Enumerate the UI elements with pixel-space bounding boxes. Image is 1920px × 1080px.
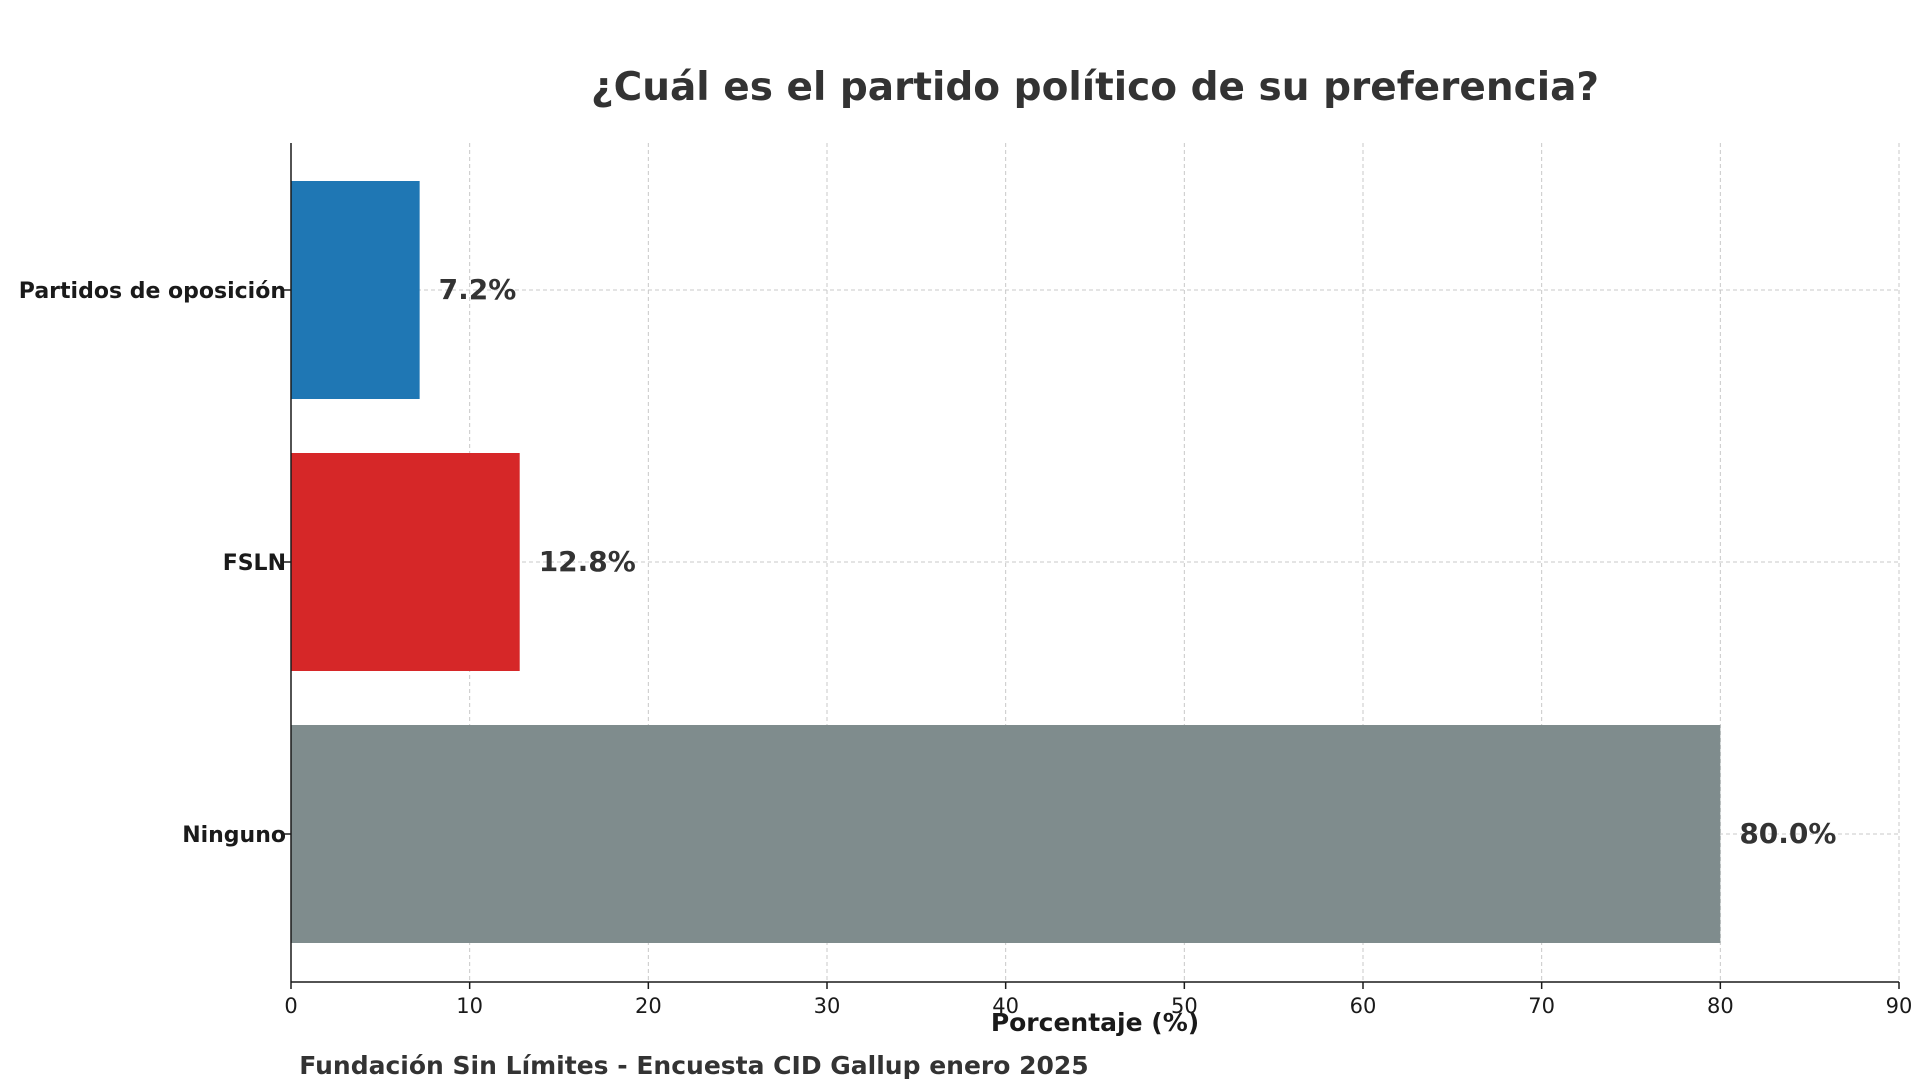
value-label: 80.0%	[1739, 817, 1836, 850]
bars	[291, 181, 1721, 943]
x-tick-label: 60	[1350, 994, 1377, 1018]
x-tick-label: 0	[284, 994, 297, 1018]
category-label: Ninguno	[182, 823, 286, 848]
value-label: 7.2%	[439, 273, 517, 306]
x-tick-label: 40	[992, 994, 1019, 1018]
bar	[291, 725, 1721, 943]
x-tick-label: 80	[1707, 994, 1734, 1018]
category-label: FSLN	[223, 551, 286, 576]
source-note: Fundación Sin Límites - Encuesta CID Gal…	[299, 1051, 1088, 1080]
chart-title: ¿Cuál es el partido político de su prefe…	[591, 65, 1599, 110]
bar	[291, 181, 420, 399]
x-tick-label: 30	[814, 994, 841, 1018]
x-tick-label: 90	[1886, 994, 1913, 1018]
x-tick-label: 50	[1171, 994, 1198, 1018]
x-axis-label: Porcentaje (%)	[991, 1008, 1199, 1037]
x-tick-label: 10	[456, 994, 483, 1018]
x-tick-label: 70	[1528, 994, 1555, 1018]
value-label: 12.8%	[539, 545, 636, 578]
bar	[291, 453, 520, 671]
labels: 0 10 20 30 40 50 60 70 80 90 Partidos de oposición…	[19, 273, 1913, 1018]
x-tick-label: 20	[635, 994, 662, 1018]
category-label: Partidos de oposición	[19, 279, 286, 304]
